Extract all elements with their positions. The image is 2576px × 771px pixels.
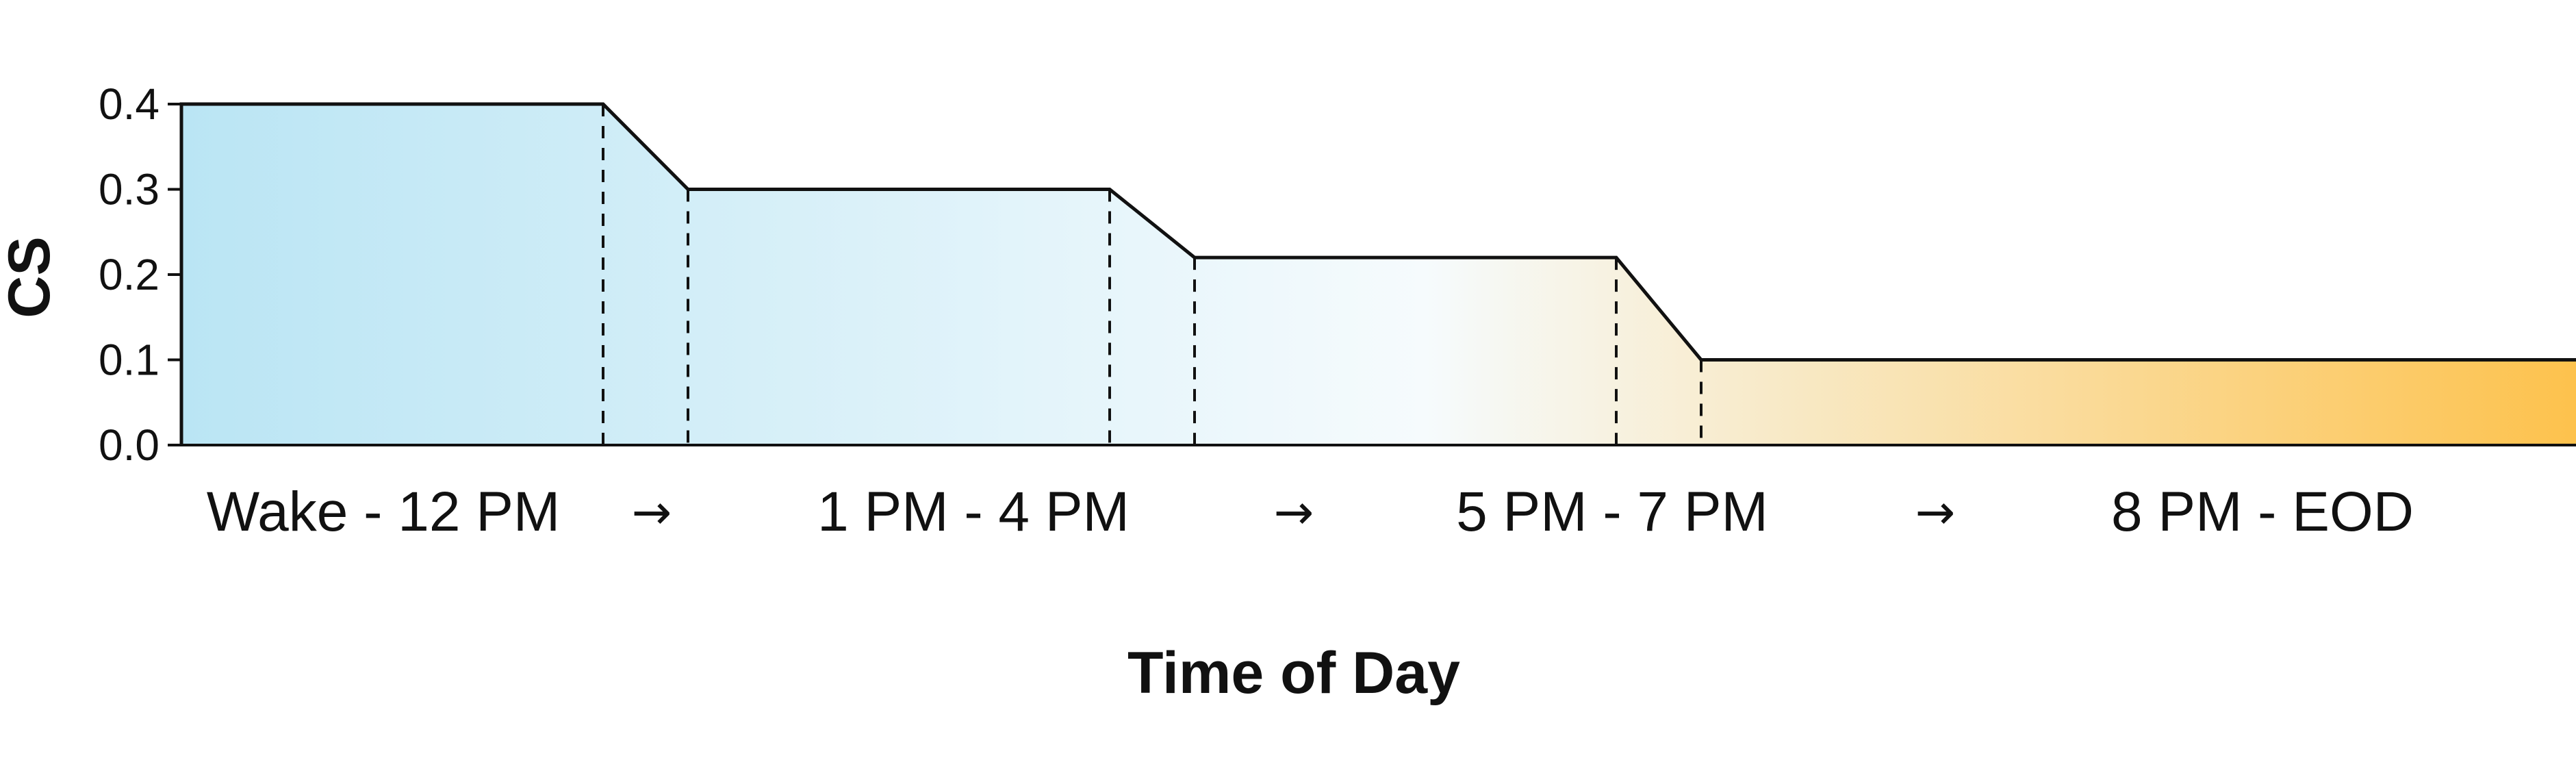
- x-axis-title: Time of Day: [1127, 640, 1460, 706]
- transition-arrow-1: →: [632, 484, 672, 540]
- x-category-label-2: 1 PM - 4 PM: [817, 481, 1130, 543]
- x-category-label-3: 5 PM - 7 PM: [1456, 481, 1768, 543]
- y-tick-label-0: 0.0: [99, 420, 160, 470]
- transition-arrow-3: →: [1915, 484, 1956, 540]
- y-axis: 0.0 0.1 0.2 0.3 0.4: [99, 79, 183, 470]
- cs-area-fill: [181, 104, 2576, 445]
- transition-arrow-2: →: [1274, 484, 1314, 540]
- x-category-labels: Wake - 12 PM 1 PM - 4 PM 5 PM - 7 PM 8 PM -…: [207, 481, 2414, 543]
- y-tick-label-2: 0.2: [99, 250, 160, 299]
- y-tick-label-1: 0.1: [99, 336, 160, 385]
- y-tick-label-4: 0.4: [99, 79, 160, 129]
- x-category-label-4: 8 PM - EOD: [2111, 481, 2414, 543]
- x-category-label-1: Wake - 12 PM: [207, 481, 560, 543]
- transition-dash-lines: [602, 104, 1703, 445]
- y-tick-label-3: 0.3: [99, 165, 160, 214]
- y-axis-title: CS: [0, 236, 62, 318]
- plot-area: [179, 102, 2576, 445]
